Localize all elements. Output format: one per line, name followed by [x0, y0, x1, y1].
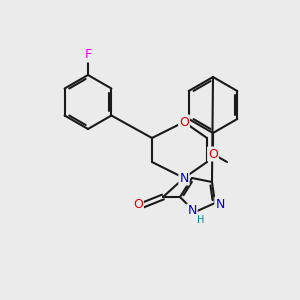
Text: O: O: [208, 148, 218, 160]
Text: F: F: [84, 49, 92, 62]
Text: H: H: [197, 215, 205, 225]
Text: N: N: [179, 172, 189, 184]
Text: O: O: [133, 197, 143, 211]
Text: N: N: [187, 205, 197, 218]
Text: O: O: [179, 116, 189, 128]
Text: N: N: [215, 197, 225, 211]
